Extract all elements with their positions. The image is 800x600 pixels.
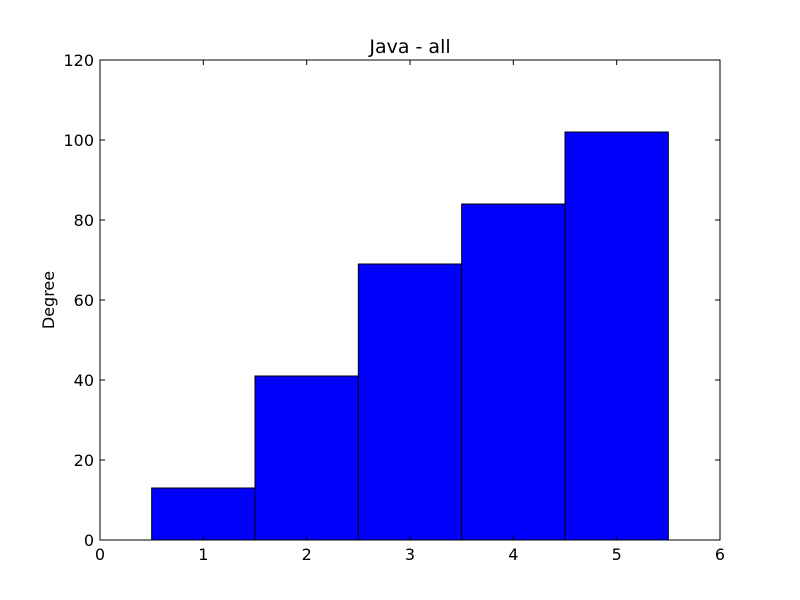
bar-4 [461, 203, 566, 541]
y-tick-label-0: 0 [84, 531, 94, 550]
x-tick-label-5: 5 [612, 545, 622, 564]
x-tick-label-0: 0 [95, 545, 105, 564]
y-axis-label: Degree [39, 271, 58, 329]
x-tick-label-4: 4 [508, 545, 518, 564]
bar-3 [357, 263, 463, 541]
bars [151, 131, 669, 541]
bar-2 [254, 375, 359, 541]
bar-5 [564, 131, 669, 541]
y-tick-label-60: 60 [74, 291, 94, 310]
bar-1 [151, 487, 256, 541]
x-tick-labels: 0 1 2 3 4 5 6 [95, 545, 725, 564]
y-tick-label-40: 40 [74, 371, 94, 390]
chart-title: Java - all [368, 36, 450, 58]
y-tick-label-80: 80 [74, 211, 94, 230]
x-tick-label-1: 1 [198, 545, 208, 564]
x-tick-label-6: 6 [715, 545, 725, 564]
plot-frame [99, 59, 721, 541]
y-tick-label-100: 100 [63, 131, 94, 150]
y-tick-label-120: 120 [63, 51, 94, 70]
y-tick-labels: 0 20 40 60 80 100 120 [63, 51, 94, 550]
y-tick-label-20: 20 [74, 451, 94, 470]
x-tick-label-2: 2 [302, 545, 312, 564]
x-tick-label-3: 3 [405, 545, 415, 564]
